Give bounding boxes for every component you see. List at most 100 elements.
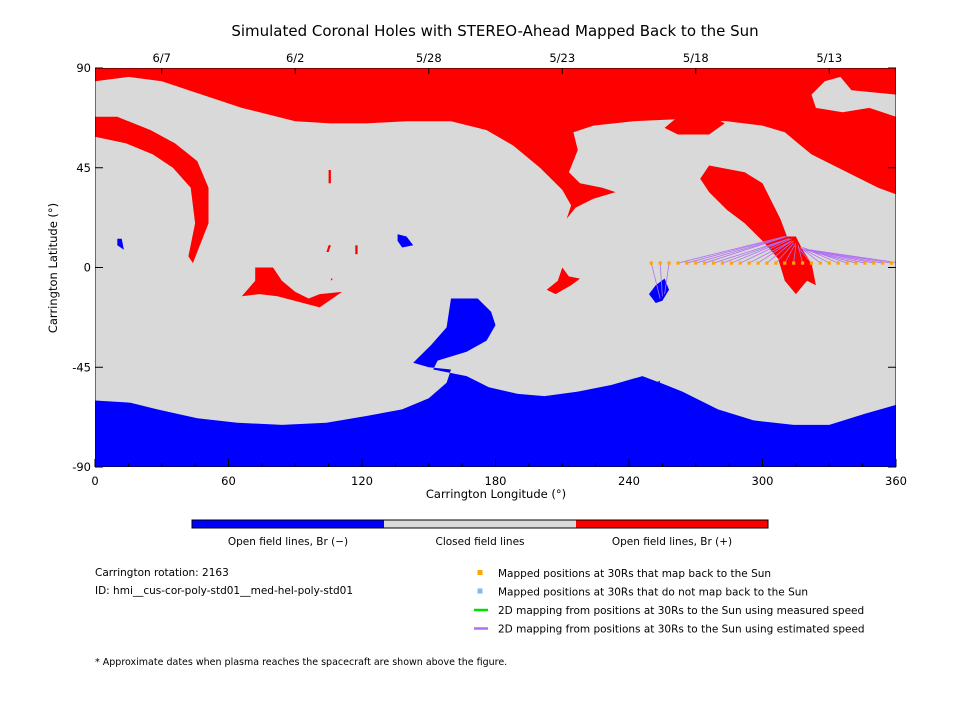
mapped-point	[783, 261, 787, 265]
top-date-label: 5/18	[683, 51, 709, 65]
mapped-point	[827, 261, 831, 265]
mapping-lines	[650, 236, 896, 299]
mapping-line	[804, 249, 865, 264]
colorbar-frame	[191, 519, 769, 529]
legend-label: 2D mapping from positions at 30Rs to the…	[498, 624, 865, 636]
mapped-point	[738, 261, 742, 265]
y-tick-label: -90	[72, 460, 91, 474]
colorbar-segment	[576, 520, 768, 528]
mapping-line	[757, 240, 792, 264]
x-tick-label: 60	[221, 474, 236, 488]
positive-open-region	[241, 267, 342, 308]
mapping-line	[775, 242, 794, 264]
mapped-point	[711, 261, 716, 265]
positive-open-region	[355, 245, 358, 255]
legend-label: Mapped positions at 30Rs that map back t…	[498, 568, 771, 580]
mapped-point	[658, 261, 662, 265]
mapping-line	[722, 238, 790, 264]
negative-open-region	[649, 278, 669, 303]
positive-open-region	[95, 116, 209, 264]
x-tick-label: 120	[351, 474, 373, 488]
mapped-point	[800, 261, 805, 265]
id-text: ID: hmi__cus-cor-poly-std01__med-hel-pol…	[95, 585, 353, 597]
mapping-line	[664, 263, 670, 295]
mapping-line	[686, 236, 785, 264]
mapping-line	[793, 245, 797, 264]
mapping-line	[713, 238, 790, 264]
colorbar-segment	[192, 520, 384, 528]
mapping-line	[800, 247, 821, 264]
carrington-rotation: Carrington rotation: 2163	[95, 567, 229, 579]
mapping-line	[740, 238, 792, 264]
mapped-point	[649, 261, 653, 265]
legend-label: Mapped positions at 30Rs that do not map…	[498, 587, 808, 599]
mapping-line	[704, 236, 788, 264]
positive-open-region	[95, 68, 896, 219]
top-date-label: 6/7	[152, 51, 171, 65]
mapped-point	[889, 261, 894, 265]
positive-open-region	[330, 278, 334, 281]
y-axis-label: Carrington Latitude (°)	[46, 203, 60, 333]
mapping-line	[659, 263, 663, 297]
mapped-point	[756, 261, 760, 265]
y-tick-label: 45	[76, 161, 91, 175]
mapped-points	[649, 261, 902, 265]
x-tick-label: 0	[91, 474, 98, 488]
mapping-line	[809, 249, 896, 263]
mapped-point	[854, 261, 858, 265]
mapped-point	[863, 261, 867, 265]
mapped-point	[774, 261, 778, 265]
negative-open-region	[95, 298, 896, 467]
colorbar: Open field lines, Br (−) Closed field lin…	[191, 519, 769, 548]
mapping-line	[731, 238, 790, 264]
negative-open-regions	[95, 234, 896, 467]
positive-open-region	[326, 245, 331, 252]
map-area	[95, 68, 902, 467]
mapped-point	[818, 261, 822, 265]
mapped-point	[747, 261, 751, 265]
positive-open-region	[328, 170, 331, 184]
mapped-point	[685, 261, 689, 265]
mapped-point	[703, 261, 707, 265]
mapped-point	[881, 261, 885, 265]
mapped-point	[720, 261, 725, 265]
positive-open-regions	[95, 68, 896, 308]
mapping-line	[806, 249, 883, 264]
positive-open-region	[700, 165, 816, 295]
x-tick-label: 240	[618, 474, 640, 488]
mapped-point	[809, 261, 814, 265]
top-date-label: 6/2	[286, 51, 305, 65]
mapping-line	[748, 240, 792, 264]
mapping-line	[766, 240, 794, 264]
mapped-point	[836, 261, 840, 265]
x-tick-label: 360	[885, 474, 907, 488]
footnote: * Approximate dates when plasma reaches …	[95, 657, 507, 668]
mapped-point	[667, 261, 671, 265]
top-date-label: 5/23	[549, 51, 575, 65]
mapping-line	[797, 247, 812, 264]
negative-open-region	[397, 234, 414, 248]
colorbar-label: Open field lines, Br (−)	[228, 536, 348, 548]
y-tick-label: -45	[72, 360, 91, 374]
mapped-point	[765, 261, 769, 265]
mapping-line	[650, 262, 661, 299]
mapping-line	[784, 242, 797, 264]
colorbar-segment	[384, 520, 576, 528]
x-tick-label: 180	[485, 474, 507, 488]
top-date-label: 5/28	[416, 51, 442, 65]
chart-title: Simulated Coronal Holes with STEREO-Ahea…	[231, 22, 758, 40]
positive-open-region	[546, 267, 580, 295]
mapped-point	[729, 261, 733, 265]
legend: Mapped positions at 30Rs that map back t…	[474, 568, 865, 636]
y-tick-label: 90	[76, 61, 91, 75]
colorbar-label: Closed field lines	[435, 536, 524, 548]
top-date-label: 5/13	[816, 51, 842, 65]
mapped-point	[792, 261, 796, 265]
mapped-point	[899, 261, 902, 264]
negative-open-region	[117, 238, 124, 250]
legend-marker	[477, 570, 483, 575]
positive-open-region	[664, 114, 725, 135]
negative-open-region	[655, 380, 661, 388]
legend-marker	[477, 588, 483, 594]
